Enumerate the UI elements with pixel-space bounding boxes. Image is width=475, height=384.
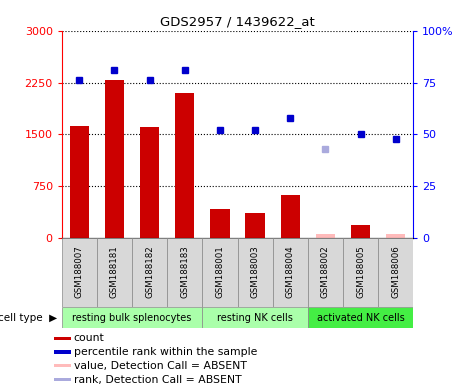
Bar xyxy=(105,81,124,238)
Bar xyxy=(70,126,89,238)
Text: GSM188004: GSM188004 xyxy=(286,245,294,298)
Text: resting NK cells: resting NK cells xyxy=(217,313,293,323)
Text: GSM188001: GSM188001 xyxy=(216,245,224,298)
Bar xyxy=(351,225,370,238)
Bar xyxy=(54,364,71,367)
Text: GSM188007: GSM188007 xyxy=(75,245,84,298)
Bar xyxy=(202,307,308,328)
Text: value, Detection Call = ABSENT: value, Detection Call = ABSENT xyxy=(74,361,247,371)
Text: GSM188182: GSM188182 xyxy=(145,245,154,298)
Text: GSM188002: GSM188002 xyxy=(321,245,330,298)
Bar xyxy=(378,238,413,307)
Text: GSM188005: GSM188005 xyxy=(356,245,365,298)
Bar xyxy=(62,307,202,328)
Text: rank, Detection Call = ABSENT: rank, Detection Call = ABSENT xyxy=(74,375,241,384)
Bar xyxy=(140,127,159,238)
Text: GSM188181: GSM188181 xyxy=(110,245,119,298)
Bar xyxy=(132,238,167,307)
Bar xyxy=(167,238,202,307)
Bar xyxy=(175,93,194,238)
Text: GSM188183: GSM188183 xyxy=(180,245,189,298)
Text: count: count xyxy=(74,333,104,343)
Bar xyxy=(54,351,71,354)
Title: GDS2957 / 1439622_at: GDS2957 / 1439622_at xyxy=(160,15,315,28)
Bar xyxy=(238,238,273,307)
Text: GSM188003: GSM188003 xyxy=(251,245,259,298)
Bar xyxy=(308,307,413,328)
Bar xyxy=(97,238,132,307)
Text: resting bulk splenocytes: resting bulk splenocytes xyxy=(72,313,192,323)
Bar xyxy=(62,238,97,307)
Bar xyxy=(210,209,229,238)
Bar xyxy=(386,234,405,238)
Bar xyxy=(54,336,71,339)
Text: GSM188006: GSM188006 xyxy=(391,245,400,298)
Text: percentile rank within the sample: percentile rank within the sample xyxy=(74,347,257,357)
Bar xyxy=(273,238,308,307)
Bar xyxy=(54,378,71,381)
Bar xyxy=(202,238,238,307)
Text: cell type  ▶: cell type ▶ xyxy=(0,313,57,323)
Bar xyxy=(281,195,300,238)
Bar xyxy=(246,212,265,238)
Bar xyxy=(308,238,343,307)
Bar xyxy=(316,234,335,238)
Bar xyxy=(343,238,378,307)
Text: activated NK cells: activated NK cells xyxy=(317,313,404,323)
